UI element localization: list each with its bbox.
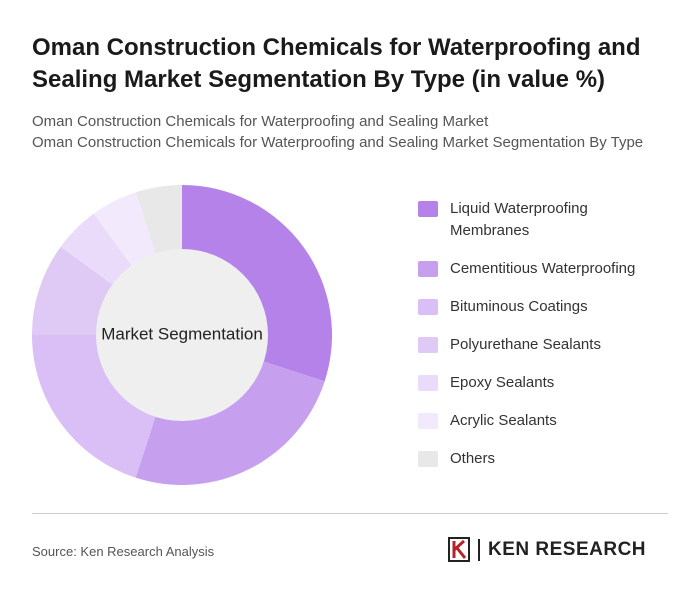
legend-label: Acrylic Sealants: [450, 412, 557, 429]
legend-swatch: [418, 413, 438, 429]
legend-label: Polyurethane Sealants: [450, 336, 601, 353]
subtitle: Oman Construction Chemicals for Waterpro…: [32, 134, 644, 151]
donut-hole: [96, 249, 268, 421]
brand-text: KEN RESEARCH: [488, 539, 647, 560]
source: Source: Ken Research Analysis: [32, 544, 215, 559]
divider: [32, 513, 668, 514]
legend-label: Bituminous Coatings: [450, 298, 588, 315]
legend: Liquid Waterproofing Membranes Cementitio…: [418, 199, 668, 487]
legend-label: Others: [450, 450, 496, 467]
legend-item: Epoxy Sealants: [418, 373, 668, 394]
legend-item: Cementitious Waterproofing: [418, 259, 668, 280]
subtitle: Oman Construction Chemicals for Waterpro…: [32, 113, 489, 130]
legend-swatch: [418, 375, 438, 391]
donut-chart: Market Segmentation: [32, 185, 332, 486]
legend-item: Acrylic Sealants: [418, 411, 668, 432]
legend-swatch: [418, 451, 438, 467]
legend-item: Liquid Waterproofing Membranes: [418, 199, 668, 242]
chart-title: Oman Construction Chemicals for Waterpro…: [32, 34, 641, 93]
legend-swatch: [418, 299, 438, 315]
legend-label: Liquid Waterproofing Membranes: [450, 200, 588, 239]
legend-swatch: [418, 337, 438, 353]
legend-swatch: [418, 201, 438, 217]
legend-item: Bituminous Coatings: [418, 297, 668, 318]
legend-swatch: [418, 261, 438, 277]
legend-label: Epoxy Sealants: [450, 374, 555, 391]
legend-item: Polyurethane Sealants: [418, 335, 668, 356]
brand-logo: KEN RESEARCH: [448, 537, 646, 563]
legend-item: Others: [418, 449, 668, 470]
legend-label: Cementitious Waterproofing: [450, 260, 636, 277]
center-label: Market Segmentation: [101, 324, 263, 343]
brand-icon: [448, 537, 470, 562]
